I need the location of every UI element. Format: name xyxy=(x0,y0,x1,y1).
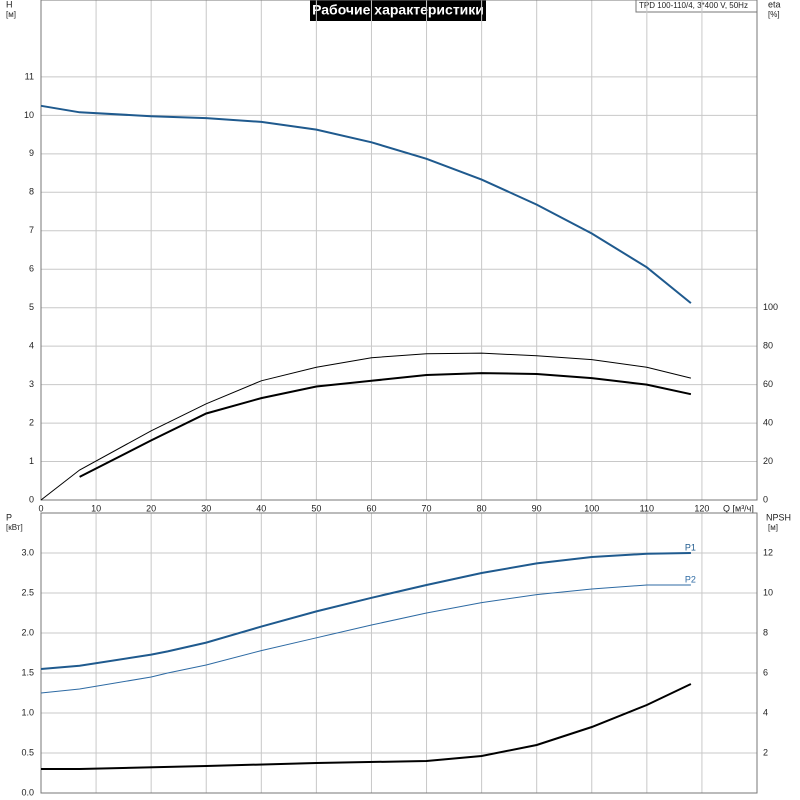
plot-frame xyxy=(40,512,758,794)
y-tick-label: 2.0 xyxy=(21,627,34,637)
x-tick-label: 50 xyxy=(311,503,321,513)
y-tick-label: 2 xyxy=(29,417,34,427)
y-axis-label: P xyxy=(6,512,12,522)
x-tick-label: 40 xyxy=(256,503,266,513)
x-tick-label: 0 xyxy=(38,503,43,513)
x-tick-label: 90 xyxy=(532,503,542,513)
x-tick-label: 30 xyxy=(201,503,211,513)
y2-tick-label: 80 xyxy=(763,341,773,351)
y2-axis-unit: [м] xyxy=(768,523,778,532)
model-note: TPD 100-110/4, 3*400 V, 50Hz xyxy=(639,1,748,10)
x-tick-label: 60 xyxy=(366,503,376,513)
curve xyxy=(40,584,691,694)
y2-tick-label: 2 xyxy=(763,747,768,757)
y-tick-label: 6 xyxy=(29,264,34,274)
y2-tick-label: 60 xyxy=(763,379,773,389)
y2-axis-label: NPSH xyxy=(766,512,791,522)
y2-tick-label: 8 xyxy=(763,627,768,637)
y-axis-label: H xyxy=(6,0,13,9)
y2-tick-label: 0 xyxy=(763,494,768,504)
y2-axis-label: eta xyxy=(768,0,781,9)
y-tick-label: 10 xyxy=(24,110,34,120)
y2-tick-label: 20 xyxy=(763,456,773,466)
x-tick-label: 10 xyxy=(91,503,101,513)
y-tick-label: 3.0 xyxy=(21,547,34,557)
curve xyxy=(41,683,692,770)
x-tick-label: 70 xyxy=(422,503,432,513)
curve xyxy=(40,352,692,501)
y-tick-label: 2.5 xyxy=(21,587,34,597)
x-tick-label: 120 xyxy=(694,503,709,513)
x-tick-label: 20 xyxy=(146,503,156,513)
y-axis-unit: [кВт] xyxy=(6,523,23,532)
y-tick-label: 1.0 xyxy=(21,707,34,717)
x-tick-label: 80 xyxy=(477,503,487,513)
y-tick-label: 3 xyxy=(29,379,34,389)
y-tick-label: 9 xyxy=(29,148,34,158)
y-tick-label: 7 xyxy=(29,225,34,235)
curve xyxy=(40,104,692,304)
y2-tick-label: 4 xyxy=(763,707,768,717)
y2-tick-label: 40 xyxy=(763,417,773,427)
y-tick-label: 1 xyxy=(29,456,34,466)
y2-tick-label: 12 xyxy=(763,547,773,557)
y2-tick-label: 6 xyxy=(763,667,768,677)
y2-tick-label: 100 xyxy=(763,302,778,312)
title-box xyxy=(310,0,486,21)
curve xyxy=(40,552,691,670)
chart-title: Рабочие характеристики xyxy=(312,2,484,18)
x-tick-label: 110 xyxy=(640,503,654,513)
y-tick-label: 0 xyxy=(29,494,34,504)
y-tick-label: 1.5 xyxy=(21,667,34,677)
curve-label: P2 xyxy=(685,574,696,584)
y-axis-unit: [м] xyxy=(6,10,16,19)
y-tick-label: 8 xyxy=(29,187,34,197)
y-tick-label: 0.0 xyxy=(21,787,34,797)
plot-frame xyxy=(40,0,758,501)
y2-tick-label: 10 xyxy=(763,587,773,597)
y-tick-label: 4 xyxy=(29,341,34,351)
y-tick-label: 0.5 xyxy=(21,747,34,757)
x-tick-label: 100 xyxy=(584,503,599,513)
x-axis-label: Q [м³/ч] xyxy=(723,503,754,513)
y2-axis-unit: [%] xyxy=(768,10,780,19)
curve xyxy=(79,372,692,478)
y-tick-label: 11 xyxy=(25,71,34,81)
curve-label: P1 xyxy=(685,542,696,552)
y-tick-label: 5 xyxy=(29,302,34,312)
